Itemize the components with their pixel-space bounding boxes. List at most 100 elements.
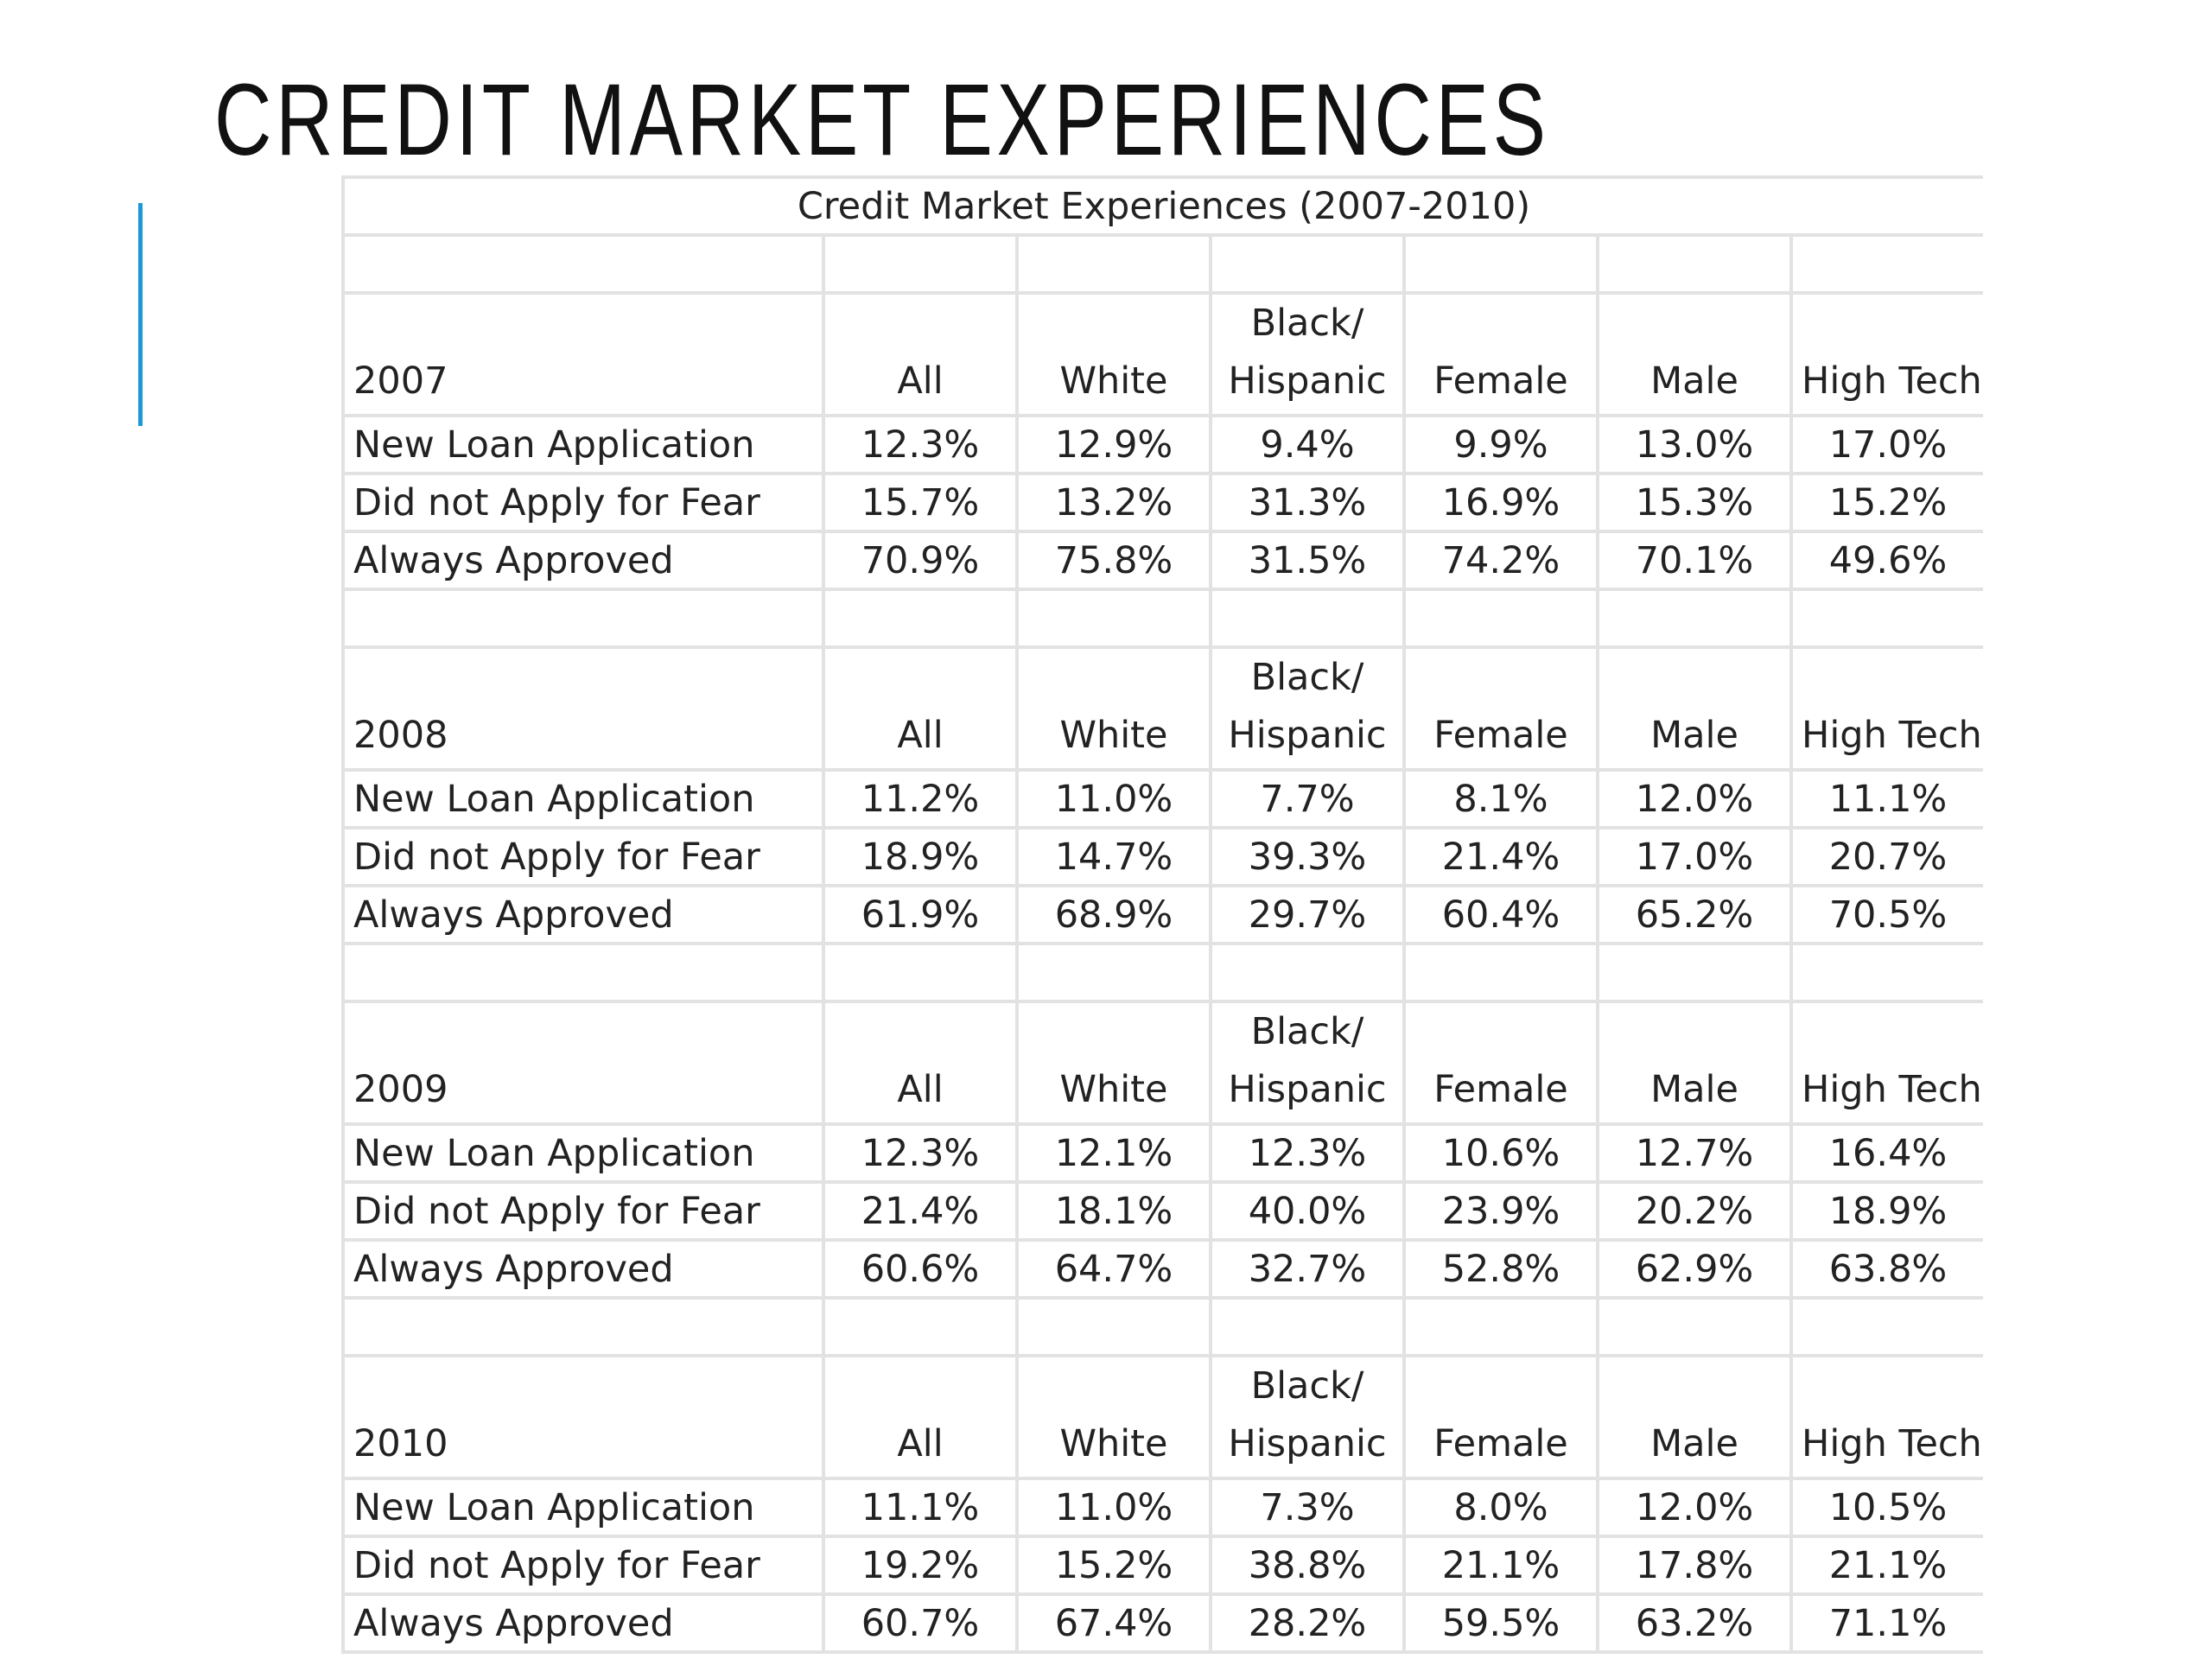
header-line: Black/ xyxy=(1250,656,1364,699)
value-cell: 15.2% xyxy=(1015,1535,1212,1596)
table-row: Did not Apply for Fear 21.4% 18.1% 40.0% 23.… xyxy=(341,1180,1983,1242)
value-cell: 59.5% xyxy=(1402,1592,1599,1654)
empty-cell xyxy=(1596,588,1793,649)
value-cell: 63.8% xyxy=(1789,1238,1983,1300)
empty-cell xyxy=(1402,588,1599,649)
header-line: Hispanic xyxy=(1228,359,1387,403)
value-cell: 11.1% xyxy=(822,1477,1019,1538)
column-header-male: Male xyxy=(1596,1000,1793,1126)
value-cell: 65.2% xyxy=(1596,884,1793,945)
value-cell: 60.7% xyxy=(822,1592,1019,1654)
column-header-all: All xyxy=(822,291,1019,417)
value-cell: 12.3% xyxy=(822,1122,1019,1184)
accent-bar xyxy=(138,203,143,426)
value-cell: 11.2% xyxy=(822,768,1019,830)
empty-cell xyxy=(1596,942,1793,1003)
empty-cell xyxy=(1015,233,1212,295)
value-cell: 32.7% xyxy=(1209,1238,1406,1300)
value-cell: 70.9% xyxy=(822,530,1019,591)
column-header-male: Male xyxy=(1596,291,1793,417)
value-cell: 68.9% xyxy=(1015,884,1212,945)
empty-cell xyxy=(1789,942,1983,1003)
empty-cell xyxy=(822,1296,1019,1357)
value-cell: 61.9% xyxy=(822,884,1019,945)
empty-cell xyxy=(1789,588,1983,649)
table-row: Always Approved 61.9% 68.9% 29.7% 60.4% 65.2%… xyxy=(341,884,1983,945)
table-row: Did not Apply for Fear 18.9% 14.7% 39.3% 21.… xyxy=(341,826,1983,887)
empty-cell xyxy=(822,588,1019,649)
value-cell: 9.9% xyxy=(1402,414,1599,475)
empty-cell xyxy=(1402,942,1599,1003)
value-cell: 12.0% xyxy=(1596,768,1793,830)
header-line: Black/ xyxy=(1250,302,1364,345)
section-year: 2009 xyxy=(341,1000,825,1126)
column-header-female: Female xyxy=(1402,1354,1599,1480)
value-cell: 13.0% xyxy=(1596,414,1793,475)
value-cell: 11.0% xyxy=(1015,768,1212,830)
value-cell: 21.1% xyxy=(1402,1535,1599,1596)
section-year: 2010 xyxy=(341,1354,825,1480)
empty-cell xyxy=(341,588,825,649)
table-row: New Loan Application 12.3% 12.1% 12.3% 10.6%… xyxy=(341,1122,1983,1184)
table-row: New Loan Application 11.2% 11.0% 7.7% 8.1% 12… xyxy=(341,768,1983,830)
value-cell: 75.8% xyxy=(1015,530,1212,591)
header-line: Hispanic xyxy=(1228,1422,1387,1465)
value-cell: 21.4% xyxy=(822,1180,1019,1242)
row-label: New Loan Application xyxy=(341,768,825,830)
value-cell: 8.0% xyxy=(1402,1477,1599,1538)
column-header-white: White xyxy=(1015,1354,1212,1480)
empty-cell xyxy=(1015,588,1212,649)
value-cell: 23.9% xyxy=(1402,1180,1599,1242)
value-cell: 12.0% xyxy=(1596,1477,1793,1538)
table-row: Did not Apply for Fear 15.7% 13.2% 31.3% 16.… xyxy=(341,472,1983,533)
table-container: Credit Market Experiences (2007-2010) 20… xyxy=(341,175,1983,1659)
value-cell: 28.2% xyxy=(1209,1592,1406,1654)
table-row: New Loan Application 12.3% 12.9% 9.4% 9.9% 13… xyxy=(341,414,1983,475)
value-cell: 29.7% xyxy=(1209,884,1406,945)
empty-cell xyxy=(1209,588,1406,649)
value-cell: 15.3% xyxy=(1596,472,1793,533)
table-row: Always Approved 60.7% 67.4% 28.2% 59.5% 63.2%… xyxy=(341,1592,1983,1654)
value-cell: 14.7% xyxy=(1015,826,1212,887)
value-cell: 20.7% xyxy=(1789,826,1983,887)
table-row: Did not Apply for Fear 19.2% 15.2% 38.8% 21.… xyxy=(341,1535,1983,1596)
value-cell: 21.4% xyxy=(1402,826,1599,887)
empty-cell xyxy=(341,942,825,1003)
section-year: 2007 xyxy=(341,291,825,417)
empty-cell xyxy=(1596,233,1793,295)
value-cell: 31.3% xyxy=(1209,472,1406,533)
value-cell: 60.4% xyxy=(1402,884,1599,945)
row-label: Did not Apply for Fear xyxy=(341,1180,825,1242)
value-cell: 15.2% xyxy=(1789,472,1983,533)
empty-cell xyxy=(1596,1296,1793,1357)
empty-cell xyxy=(822,233,1019,295)
value-cell: 13.2% xyxy=(1015,472,1212,533)
value-cell: 40.0% xyxy=(1209,1180,1406,1242)
value-cell: 16.9% xyxy=(1402,472,1599,533)
empty-cell xyxy=(1209,233,1406,295)
header-line: Black/ xyxy=(1250,1364,1364,1408)
empty-cell xyxy=(1789,1296,1983,1357)
column-header-high-tech: High Tech xyxy=(1789,1354,1983,1480)
value-cell: 70.5% xyxy=(1789,884,1983,945)
value-cell: 11.1% xyxy=(1789,768,1983,830)
section-header-row: 2008 All White Black/Hispanic Female Male High… xyxy=(341,645,1983,772)
column-header-white: White xyxy=(1015,291,1212,417)
column-header-female: Female xyxy=(1402,1000,1599,1126)
column-header-high-tech: High Tech xyxy=(1789,291,1983,417)
value-cell: 8.1% xyxy=(1402,768,1599,830)
value-cell: 12.3% xyxy=(822,414,1019,475)
value-cell: 17.0% xyxy=(1789,414,1983,475)
value-cell: 49.6% xyxy=(1789,530,1983,591)
section-header-row: 2009 All White Black/Hispanic Female Male High… xyxy=(341,1000,1983,1126)
column-header-female: Female xyxy=(1402,645,1599,772)
empty-cell xyxy=(1402,233,1599,295)
row-label: Always Approved xyxy=(341,1238,825,1300)
row-label: Always Approved xyxy=(341,884,825,945)
row-label: Did not Apply for Fear xyxy=(341,1535,825,1596)
value-cell: 38.8% xyxy=(1209,1535,1406,1596)
row-label: Did not Apply for Fear xyxy=(341,826,825,887)
table-row: New Loan Application 11.1% 11.0% 7.3% 8.0% 12… xyxy=(341,1477,1983,1538)
section-header-row: 2010 All White Black/Hispanic Female Male High… xyxy=(341,1354,1983,1480)
header-line: Black/ xyxy=(1250,1010,1364,1053)
